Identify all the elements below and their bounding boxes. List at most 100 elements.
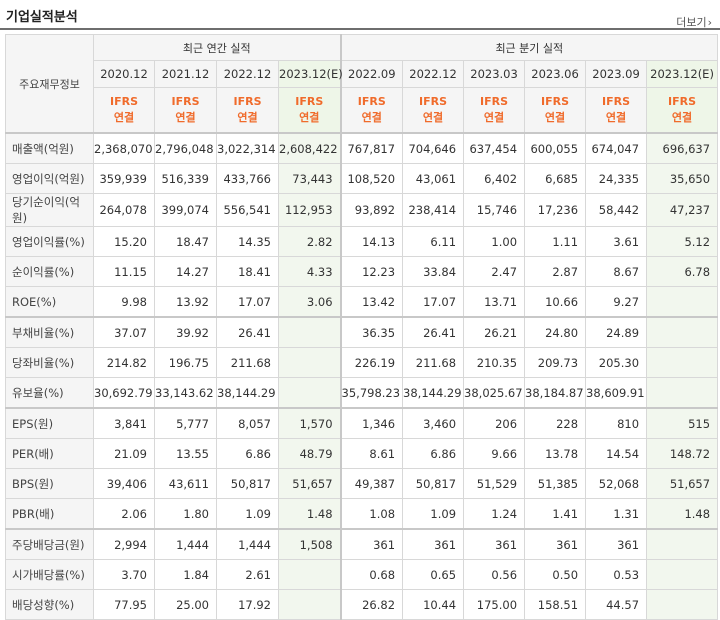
table-cell: 0.50 <box>524 559 587 590</box>
table-cell: 3,022,314 <box>216 132 279 164</box>
ifrs-label: IFRS <box>295 95 324 108</box>
ifrs-header: IFRS 연결 <box>524 87 587 134</box>
period-header: 2023.03 <box>463 60 526 88</box>
table-cell: 1.48 <box>646 498 719 530</box>
row-label: 배당성향(%) <box>5 589 94 620</box>
table-cell: 11.15 <box>93 256 155 287</box>
ifrs-header: IFRS 연결 <box>463 87 526 134</box>
table-cell: 264,078 <box>93 193 155 227</box>
more-link[interactable]: 더보기› <box>676 14 712 30</box>
table-cell: 228 <box>524 407 587 439</box>
table-cell: 637,454 <box>463 132 526 164</box>
table-cell: 2,994 <box>93 528 155 560</box>
table-row: 주당배당금(원) 2,994 1,444 1,444 1,508 361 361 361 361… <box>5 528 719 560</box>
table-cell: 35,798.23 <box>339 377 404 409</box>
table-cell: 2.82 <box>277 226 342 257</box>
table-cell: 58,442 <box>585 193 648 227</box>
table-cell: 359,939 <box>93 163 155 194</box>
period-header: 2022.12 <box>216 60 279 88</box>
table-cell: 112,953 <box>277 193 342 227</box>
table-row: BPS(원) 39,406 43,611 50,817 51,657 49,387 50,8… <box>5 468 719 499</box>
table-cell: 51,385 <box>524 468 587 499</box>
table-row: 영업이익(억원) 359,939 516,339 433,766 73,443 108,5… <box>5 163 719 194</box>
table-cell: 2.87 <box>524 256 587 287</box>
period-header: 2023.12(E) <box>646 60 719 88</box>
table-cell: 6.11 <box>402 226 465 257</box>
table-cell: 0.56 <box>463 559 526 590</box>
table-cell: 226.19 <box>339 347 404 378</box>
chevron-right-icon: › <box>707 16 712 29</box>
table-cell: 1,346 <box>339 407 404 439</box>
table-row: 당좌비율(%) 214.82 196.75 211.68 226.19 211.68 210… <box>5 347 719 378</box>
table-cell <box>646 559 719 590</box>
table-cell: 26.82 <box>339 589 404 620</box>
table-cell <box>277 589 342 620</box>
row-label: 영업이익률(%) <box>5 226 94 257</box>
row-label: ROE(%) <box>5 286 94 318</box>
table-cell: 5,777 <box>154 407 217 439</box>
table-cell: 8,057 <box>216 407 279 439</box>
table-cell: 48.79 <box>277 438 342 469</box>
table-cell: 43,061 <box>402 163 465 194</box>
table-cell: 25.00 <box>154 589 217 620</box>
table-cell: 21.09 <box>93 438 155 469</box>
table-cell: 6,685 <box>524 163 587 194</box>
table-cell: 1.09 <box>402 498 465 530</box>
table-row: 매출액(억원) 2,368,070 2,796,048 3,022,314 2,608,… <box>5 132 719 164</box>
table-cell: 10.66 <box>524 286 587 318</box>
consolidated-label: 연결 <box>605 111 627 124</box>
table-cell: 51,529 <box>463 468 526 499</box>
period-header: 2021.12 <box>154 60 217 88</box>
period-header: 2022.12 <box>402 60 465 88</box>
table-cell: 18.47 <box>154 226 217 257</box>
table-cell: 1,570 <box>277 407 342 439</box>
table-cell: 196.75 <box>154 347 217 378</box>
ifrs-label: IFRS <box>171 95 200 108</box>
row-label: BPS(원) <box>5 468 94 499</box>
table-cell: 13.71 <box>463 286 526 318</box>
table-cell: 17.07 <box>402 286 465 318</box>
row-label: 매출액(억원) <box>5 132 94 164</box>
table-cell: 175.00 <box>463 589 526 620</box>
row-label: 시가배당률(%) <box>5 559 94 590</box>
table-cell: 39.92 <box>154 316 217 348</box>
table-cell: 4.33 <box>277 256 342 287</box>
ifrs-label: IFRS <box>541 95 570 108</box>
table-cell: 49,387 <box>339 468 404 499</box>
table-cell: 14.13 <box>339 226 404 257</box>
period-header: 2023.06 <box>524 60 587 88</box>
table-cell: 17,236 <box>524 193 587 227</box>
quarter-group-header: 최근 분기 실적 <box>339 34 719 61</box>
table-cell <box>646 528 719 560</box>
table-cell <box>646 286 719 318</box>
table-row: 당기순이익(억원) 264,078 399,074 556,541 112,953 93,… <box>5 193 719 227</box>
row-label: 당기순이익(억원) <box>5 193 94 227</box>
table-cell: 9.27 <box>585 286 648 318</box>
table-cell: 17.07 <box>216 286 279 318</box>
table-cell: 361 <box>524 528 587 560</box>
table-cell: 15.20 <box>93 226 155 257</box>
table-cell: 399,074 <box>154 193 217 227</box>
consolidated-label: 연결 <box>175 111 196 124</box>
consolidated-label: 연결 <box>299 111 320 124</box>
table-row: 부채비율(%) 37.07 39.92 26.41 36.35 26.41 26.21 24.… <box>5 316 719 348</box>
table-cell: 13.55 <box>154 438 217 469</box>
table-cell: 10.44 <box>402 589 465 620</box>
table-cell: 696,637 <box>646 132 719 164</box>
table-cell: 47,237 <box>646 193 719 227</box>
table-cell: 38,184.87 <box>524 377 587 409</box>
financial-table: 주요재무정보 최근 연간 실적 최근 분기 실적 2020.12 2021.12 2… <box>5 34 719 620</box>
row-label: 유보율(%) <box>5 377 94 409</box>
ifrs-label: IFRS <box>480 95 509 108</box>
table-cell: 1.08 <box>339 498 404 530</box>
table-cell: 15,746 <box>463 193 526 227</box>
consolidated-label: 연결 <box>237 111 258 124</box>
table-cell: 24,335 <box>585 163 648 194</box>
table-cell: 148.72 <box>646 438 719 469</box>
section-title: 기업실적분석 <box>6 10 78 25</box>
table-cell: 6.86 <box>216 438 279 469</box>
table-cell <box>277 377 342 409</box>
table-row: PBR(배) 2.06 1.80 1.09 1.48 1.08 1.09 1.24 1.41 1.… <box>5 498 719 530</box>
table-cell: 13.92 <box>154 286 217 318</box>
table-cell: 9.98 <box>93 286 155 318</box>
